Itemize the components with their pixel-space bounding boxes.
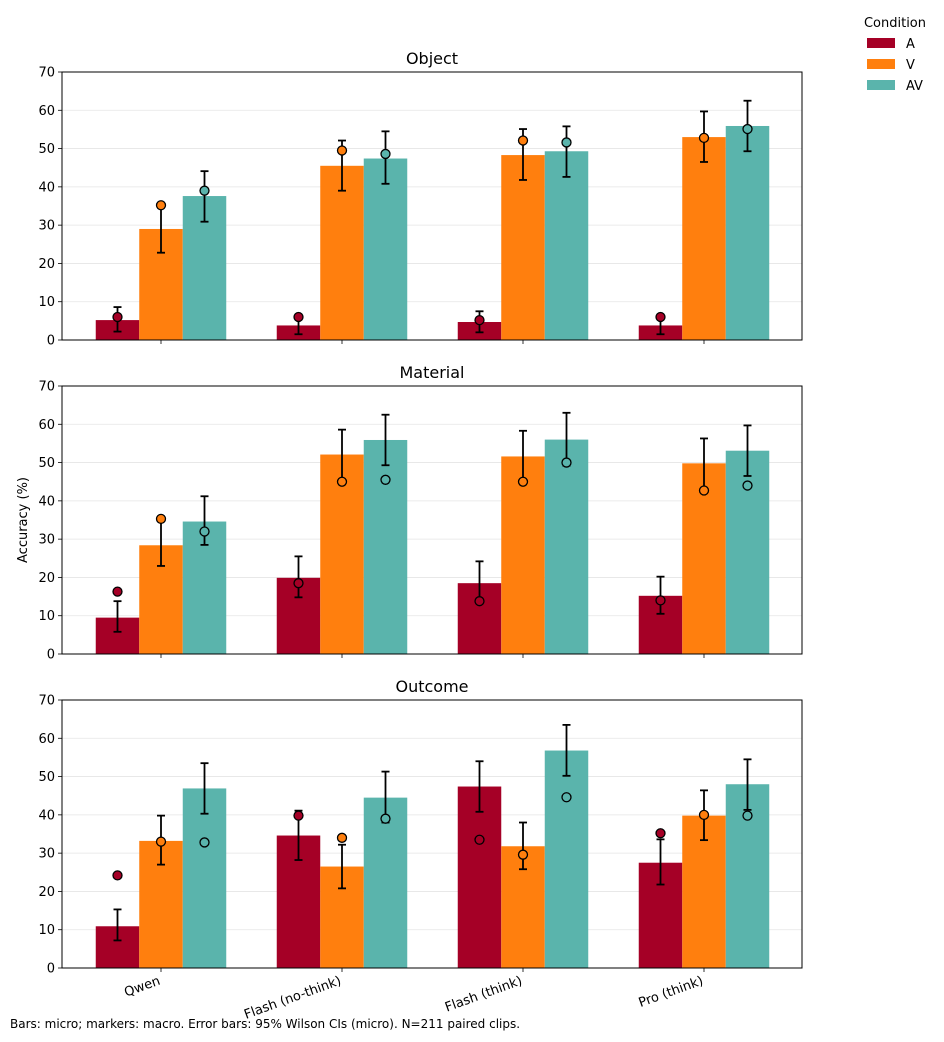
marker-AV-0	[199, 526, 210, 537]
marker-A-2	[474, 596, 485, 607]
marker-A-3	[655, 828, 666, 839]
x-tick-label: Flash (think)	[443, 974, 524, 1016]
plot-frame	[61, 385, 803, 655]
y-tick-label: 10	[38, 295, 55, 310]
marker-V-0	[155, 836, 167, 847]
legend-label-V: V	[906, 58, 915, 73]
bar-V-1	[320, 165, 364, 340]
marker-V-0	[155, 513, 167, 525]
y-axis-label: Accuracy (%)	[16, 477, 31, 563]
y-tick-label: 20	[38, 571, 55, 586]
marker-A-0	[112, 586, 123, 597]
marker-AV-0	[199, 837, 210, 848]
y-tick-label: 50	[38, 456, 55, 471]
marker-AV-2	[561, 137, 572, 148]
marker-V-1	[336, 832, 348, 843]
y-tick-label: 0	[47, 648, 55, 663]
marker-A-2	[474, 834, 485, 845]
marker-AV-1	[380, 813, 391, 824]
bar-V-1	[320, 454, 364, 654]
plot-frame	[61, 699, 803, 969]
legend-title: Condition	[864, 16, 926, 31]
marker-A-1	[293, 810, 304, 821]
y-tick-label: 30	[38, 533, 55, 548]
marker-AV-1	[380, 474, 391, 485]
marker-A-1	[293, 311, 304, 323]
marker-AV-3	[742, 480, 753, 491]
x-tick-label: Qwen	[122, 974, 162, 1001]
marker-A-1	[293, 578, 304, 589]
marker-V-1	[336, 145, 348, 156]
marker-V-1	[336, 476, 348, 487]
marker-V-3	[698, 485, 710, 496]
legend-swatch-AV	[867, 80, 895, 90]
y-tick-label: 20	[38, 885, 55, 900]
marker-V-2	[517, 849, 529, 860]
marker-AV-2	[561, 457, 572, 468]
bar-AV-2	[544, 151, 589, 340]
marker-A-3	[655, 311, 666, 323]
y-tick-label: 50	[38, 770, 55, 785]
marker-AV-3	[742, 810, 753, 821]
bar-V-2	[501, 155, 545, 340]
bar-AV-2	[544, 439, 589, 654]
legend: Condition AV AV	[864, 16, 926, 94]
y-tick-label: 10	[38, 609, 55, 624]
bar-AV-0	[182, 788, 227, 968]
y-tick-label: 40	[38, 808, 55, 823]
panel-title: Outcome	[395, 677, 468, 696]
y-tick-label: 30	[38, 847, 55, 862]
bar-AV-1	[363, 797, 408, 968]
legend-swatch-V	[867, 59, 895, 69]
bar-A-2	[457, 786, 502, 968]
x-tick-label: Pro (think)	[637, 974, 706, 1011]
y-tick-label: 0	[47, 334, 55, 349]
y-tick-label: 10	[38, 923, 55, 938]
marker-AV-0	[199, 185, 210, 196]
figure-caption: Bars: micro; markers: macro. Error bars:…	[10, 1017, 521, 1031]
marker-V-2	[517, 135, 529, 146]
marker-V-2	[517, 476, 529, 487]
marker-V-3	[698, 809, 710, 821]
y-tick-label: 60	[38, 732, 55, 747]
marker-A-0	[112, 311, 123, 323]
y-tick-label: 70	[38, 380, 55, 395]
bar-AV-1	[363, 158, 408, 340]
marker-AV-3	[742, 123, 753, 135]
marker-A-0	[112, 870, 123, 881]
y-tick-label: 40	[38, 494, 55, 509]
bar-V-3	[682, 137, 726, 340]
panel-outcome: 0 10 20 30 40 50 60 70 Qwen Flash (no-think) Flash…	[38, 677, 803, 1023]
panel-title: Material	[400, 363, 465, 382]
y-tick-label: 60	[38, 104, 55, 119]
y-tick-label: 0	[47, 962, 55, 977]
bar-AV-2	[544, 750, 589, 968]
y-tick-label: 20	[38, 257, 55, 272]
y-tick-label: 40	[38, 180, 55, 195]
panel-object: 0 10 20 30 40 50 60 70 Object	[38, 49, 803, 349]
bar-AV-3	[725, 125, 770, 341]
marker-V-0	[155, 200, 167, 211]
x-tick-label: Flash (no-think)	[242, 974, 343, 1023]
legend-swatch-A	[867, 38, 895, 48]
panel-title: Object	[406, 49, 458, 68]
bar-AV-1	[363, 439, 408, 654]
panel-material: 0 10 20 30 40 50 60 70 Material Accuracy (%)	[16, 363, 803, 663]
marker-AV-2	[561, 792, 572, 803]
y-tick-label: 60	[38, 418, 55, 433]
plot-frame	[61, 71, 803, 341]
y-tick-label: 70	[38, 66, 55, 81]
marker-A-3	[655, 595, 666, 606]
y-tick-label: 50	[38, 142, 55, 157]
legend-label-AV: AV	[906, 79, 923, 94]
marker-AV-1	[380, 148, 391, 160]
y-tick-label: 70	[38, 694, 55, 709]
legend-label-A: A	[906, 37, 915, 52]
y-tick-label: 30	[38, 219, 55, 234]
marker-A-2	[474, 314, 485, 326]
marker-V-3	[698, 132, 710, 144]
bar-V-2	[501, 456, 545, 654]
